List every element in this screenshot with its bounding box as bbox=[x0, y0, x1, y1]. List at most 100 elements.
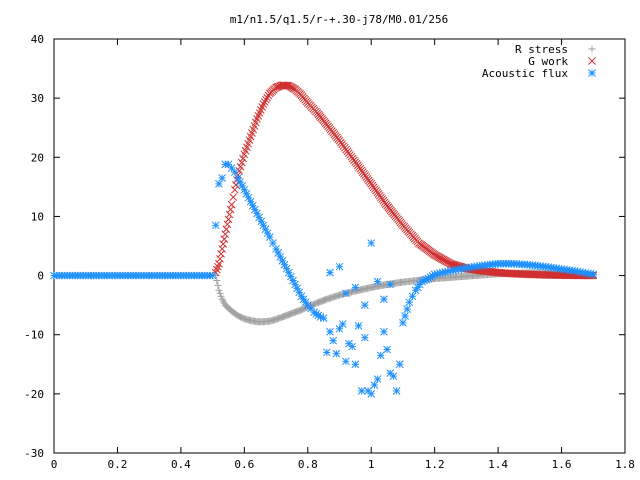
data-point bbox=[225, 210, 234, 219]
legend-marker bbox=[588, 45, 596, 53]
x-tick-label: 1.2 bbox=[425, 458, 445, 471]
data-point bbox=[361, 333, 369, 342]
data-point bbox=[218, 245, 226, 253]
data-point bbox=[211, 221, 220, 230]
data-point bbox=[326, 327, 334, 336]
x-tick-label: 0.2 bbox=[108, 458, 128, 471]
data-point bbox=[326, 268, 334, 277]
data-point bbox=[269, 239, 277, 247]
data-point bbox=[235, 167, 244, 175]
data-point bbox=[227, 164, 236, 172]
data-point bbox=[319, 314, 328, 323]
x-tick-label: 1.6 bbox=[552, 458, 572, 471]
x-tick-label: 0.4 bbox=[171, 458, 191, 471]
data-point bbox=[341, 357, 350, 366]
y-tick-label: 40 bbox=[31, 33, 44, 46]
data-point bbox=[226, 205, 235, 214]
axes: 0 0.2 0.4 0.6 0.8 1 1.2 1.4 1.6 1.8 -30 -20 -10 0 10 20… bbox=[24, 33, 635, 471]
data-point bbox=[222, 225, 231, 234]
x-tick-label: 1.4 bbox=[488, 458, 508, 471]
legend-label: Acoustic flux bbox=[482, 67, 568, 80]
data-point bbox=[348, 342, 357, 351]
plot-frame bbox=[53, 38, 626, 454]
data-point bbox=[351, 360, 360, 369]
data-point bbox=[237, 158, 246, 167]
data-point bbox=[357, 387, 366, 395]
data-point bbox=[262, 95, 270, 104]
data-point bbox=[215, 259, 223, 268]
data-point bbox=[263, 93, 272, 102]
data-point bbox=[361, 301, 369, 309]
legend-marker bbox=[588, 69, 596, 77]
data-point bbox=[229, 193, 238, 202]
chart-title: m1/n1.5/q1.5/r-+.30-j78/M0.01/256 bbox=[230, 13, 449, 26]
data-point bbox=[380, 327, 388, 336]
legend-marker bbox=[588, 57, 596, 65]
data-point bbox=[367, 239, 376, 247]
data-point bbox=[399, 319, 407, 327]
x-tick-label: 0.8 bbox=[298, 458, 318, 471]
data-point bbox=[403, 305, 412, 313]
data-point bbox=[219, 240, 228, 248]
x-tick-label: 1 bbox=[368, 458, 375, 471]
y-tick-label: 10 bbox=[31, 210, 44, 223]
series-1 bbox=[211, 81, 598, 280]
data-point bbox=[376, 351, 385, 360]
data-layer bbox=[50, 81, 598, 398]
data-point bbox=[230, 168, 239, 176]
series-2 bbox=[50, 160, 598, 398]
data-point bbox=[367, 390, 376, 398]
data-point bbox=[223, 220, 232, 229]
data-point bbox=[216, 289, 224, 297]
x-tick-label: 0 bbox=[51, 458, 58, 471]
data-point bbox=[354, 321, 363, 330]
data-point bbox=[351, 283, 360, 292]
data-point bbox=[386, 280, 395, 289]
data-point bbox=[272, 245, 280, 253]
y-tick-label: 0 bbox=[37, 270, 44, 283]
data-point bbox=[215, 286, 223, 294]
data-point bbox=[217, 250, 225, 258]
data-point bbox=[335, 262, 344, 271]
y-tick-label: 20 bbox=[31, 151, 44, 164]
data-point bbox=[392, 387, 401, 395]
y-tick-label: -20 bbox=[24, 388, 44, 401]
data-point bbox=[383, 345, 391, 354]
x-tick-label: 0.6 bbox=[234, 458, 254, 471]
data-point bbox=[216, 254, 224, 263]
data-point bbox=[213, 277, 221, 284]
data-point bbox=[373, 277, 382, 286]
data-point bbox=[338, 320, 347, 328]
data-point bbox=[329, 336, 338, 345]
data-point bbox=[221, 230, 230, 239]
data-point bbox=[227, 200, 236, 209]
data-point bbox=[224, 215, 233, 224]
data-point bbox=[217, 292, 225, 300]
data-point bbox=[230, 185, 239, 194]
data-point bbox=[208, 271, 217, 280]
data-point bbox=[259, 100, 268, 108]
legend-label: R stress bbox=[515, 43, 568, 56]
y-tick-label: 30 bbox=[31, 92, 44, 105]
data-point bbox=[389, 372, 398, 380]
data-point bbox=[214, 281, 222, 289]
data-point bbox=[335, 324, 344, 333]
data-point bbox=[332, 349, 341, 358]
data-point bbox=[395, 360, 404, 369]
legend-label: G work bbox=[528, 55, 568, 68]
data-point bbox=[322, 348, 331, 357]
data-point bbox=[220, 235, 229, 243]
data-point bbox=[218, 174, 226, 182]
data-point bbox=[341, 289, 350, 298]
data-point bbox=[373, 375, 382, 383]
data-point bbox=[239, 154, 247, 163]
data-point bbox=[232, 181, 240, 189]
x-tick-label: 1.8 bbox=[615, 458, 635, 471]
y-tick-label: -30 bbox=[24, 447, 44, 460]
data-point bbox=[380, 295, 388, 304]
data-point bbox=[401, 312, 409, 320]
y-tick-label: -10 bbox=[24, 329, 44, 342]
data-point bbox=[260, 98, 269, 106]
